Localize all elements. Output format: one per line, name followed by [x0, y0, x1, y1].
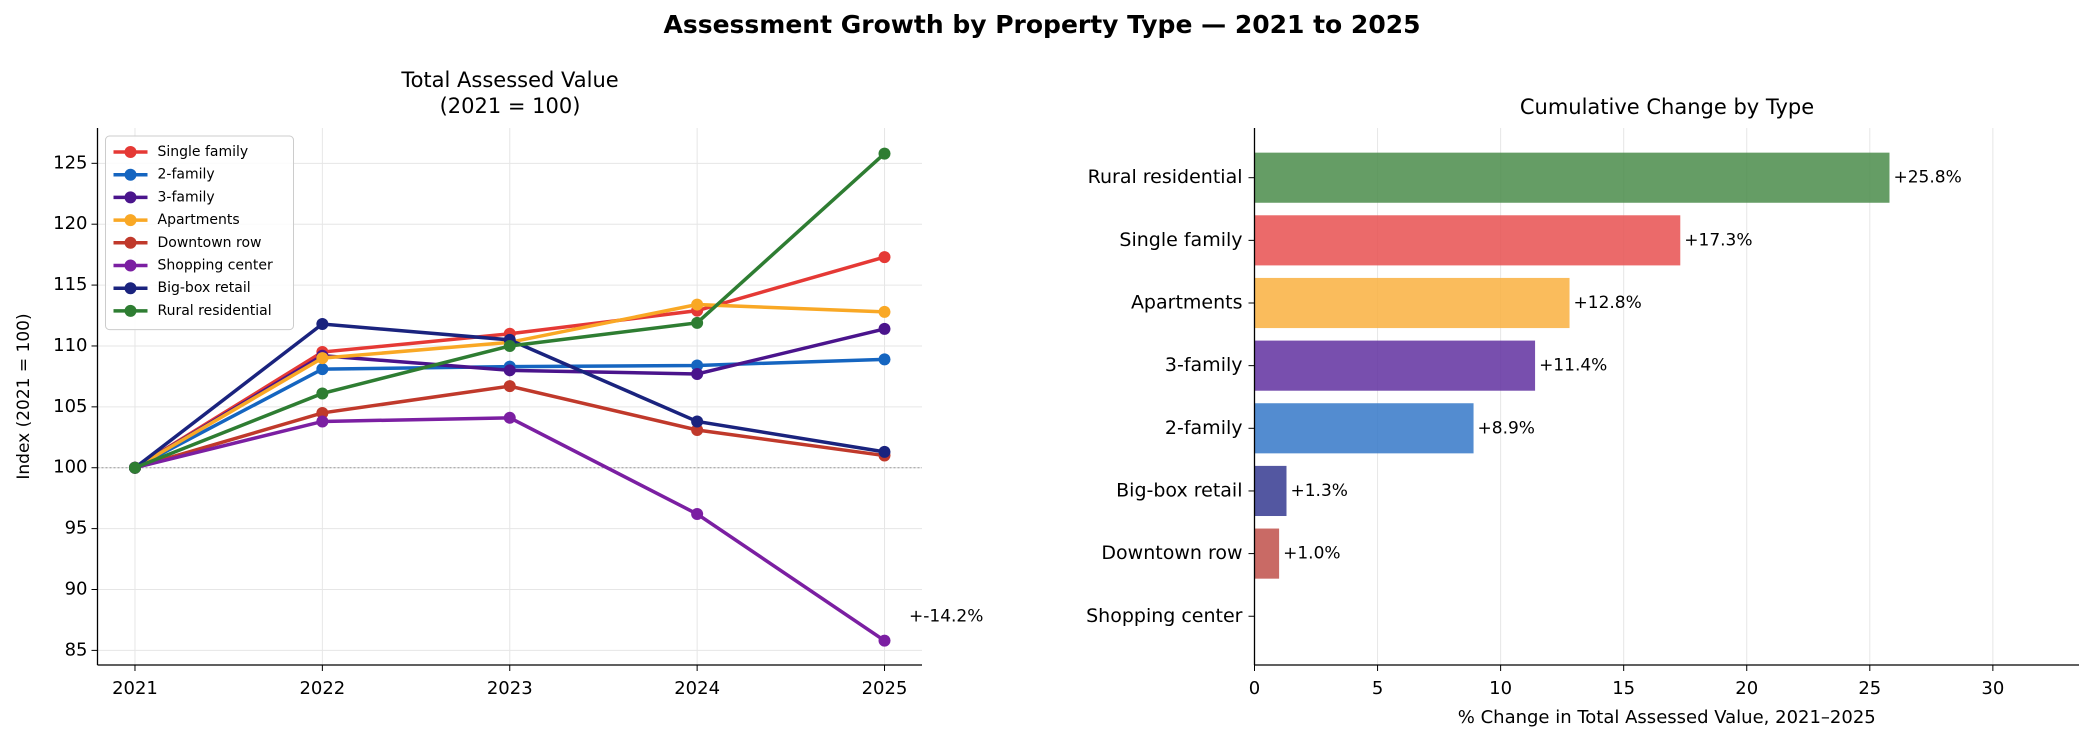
point	[503, 411, 516, 424]
x-tick-label: 2023	[487, 678, 533, 699]
point	[691, 423, 704, 436]
point	[691, 359, 704, 372]
legend-label: 3-family	[158, 189, 215, 205]
point	[691, 415, 704, 428]
legend-marker	[124, 236, 137, 249]
x-tick-label: 2025	[862, 678, 908, 699]
y-tick-label: 105	[53, 396, 87, 417]
y-tick-label: 90	[65, 579, 88, 600]
y-tick-label: Apartments	[1131, 292, 1243, 314]
point	[878, 445, 891, 458]
point	[691, 367, 704, 380]
legend-marker	[124, 168, 137, 181]
point	[128, 461, 141, 474]
legend-label: 2-family	[158, 167, 215, 183]
bar	[1254, 403, 1474, 454]
x-tick-label: 30	[1981, 678, 2004, 699]
suptitle: Assessment Growth by Property Type — 202…	[663, 10, 1420, 39]
x-tick-label: 2021	[112, 678, 158, 699]
x-axis-label: % Change in Total Assessed Value, 2021–2…	[1458, 707, 1876, 728]
point	[316, 387, 329, 400]
value-label: +8.9%	[1478, 418, 1535, 438]
y-tick-label: 120	[53, 213, 87, 234]
point	[316, 318, 329, 331]
x-tick-label: 2022	[299, 678, 345, 699]
legend-label: Downtown row	[158, 235, 262, 251]
y-tick-label: 85	[65, 639, 88, 660]
x-tick-label: 15	[1612, 678, 1635, 699]
legend-marker	[124, 146, 137, 158]
legend-marker	[124, 304, 137, 317]
y-tick-label: 2-family	[1165, 417, 1243, 439]
x-tick-label: 2024	[674, 678, 720, 699]
point	[878, 322, 891, 335]
y-tick-label: 100	[53, 457, 87, 478]
bar	[1254, 277, 1570, 329]
legend-label: Rural residential	[158, 303, 272, 319]
y-tick-label: 125	[53, 152, 87, 173]
value-label: +-14.2%	[909, 606, 983, 626]
y-tick-label: 95	[65, 518, 88, 539]
point	[503, 380, 516, 393]
bars	[1254, 152, 1890, 579]
point	[878, 305, 891, 318]
y-tick-label: Downtown row	[1101, 542, 1242, 564]
bar	[1254, 340, 1536, 391]
legend-marker	[124, 259, 137, 272]
x-tick-label: 0	[1249, 678, 1260, 699]
point	[691, 508, 704, 521]
point	[878, 251, 891, 264]
point	[316, 415, 329, 428]
y-tick-label: Rural residential	[1088, 166, 1243, 188]
bar	[1254, 465, 1287, 517]
x-tick-label: 25	[1858, 678, 1881, 699]
bar	[1254, 528, 1280, 579]
point	[878, 147, 891, 160]
value-label: +17.3%	[1684, 230, 1752, 250]
y-tick-label: Shopping center	[1086, 605, 1243, 627]
bar	[1254, 152, 1890, 203]
bar-chart-title: Cumulative Change by Type	[1519, 95, 1815, 119]
legend-label: Apartments	[158, 212, 240, 228]
legend-box	[105, 135, 294, 331]
bar	[1254, 215, 1681, 266]
point	[878, 634, 891, 647]
x-tick-label: 5	[1372, 678, 1383, 699]
legend-label: Single family	[158, 144, 249, 160]
point	[316, 352, 329, 365]
value-label: +12.8%	[1574, 293, 1642, 313]
x-tick-label: 20	[1735, 678, 1758, 699]
value-label: +1.0%	[1283, 544, 1340, 564]
point	[503, 364, 516, 377]
legend-label: Big-box retail	[158, 280, 251, 296]
point	[878, 353, 891, 366]
value-label: +11.4%	[1539, 356, 1607, 376]
point	[691, 316, 704, 329]
y-tick-label: Big-box retail	[1116, 479, 1242, 501]
y-tick-label: 3-family	[1165, 354, 1243, 376]
legend-marker	[124, 282, 137, 295]
y-tick-label: 115	[53, 274, 87, 295]
y-axis-label: Index (2021 = 100)	[14, 313, 34, 479]
y-tick-label: 110	[53, 335, 87, 356]
legend-marker	[124, 191, 137, 204]
y-tick-label: Single family	[1119, 229, 1242, 251]
point	[691, 298, 704, 311]
legend-label: Shopping center	[158, 258, 273, 274]
point	[316, 406, 329, 419]
point	[316, 363, 329, 376]
x-tick-label: 10	[1489, 678, 1512, 699]
point	[503, 339, 516, 352]
value-label: +25.8%	[1893, 168, 1961, 188]
legend-marker	[124, 214, 137, 227]
line-chart-title: Total Assessed Value (2021 = 100)	[401, 68, 619, 118]
value-label: +1.3%	[1290, 481, 1347, 501]
